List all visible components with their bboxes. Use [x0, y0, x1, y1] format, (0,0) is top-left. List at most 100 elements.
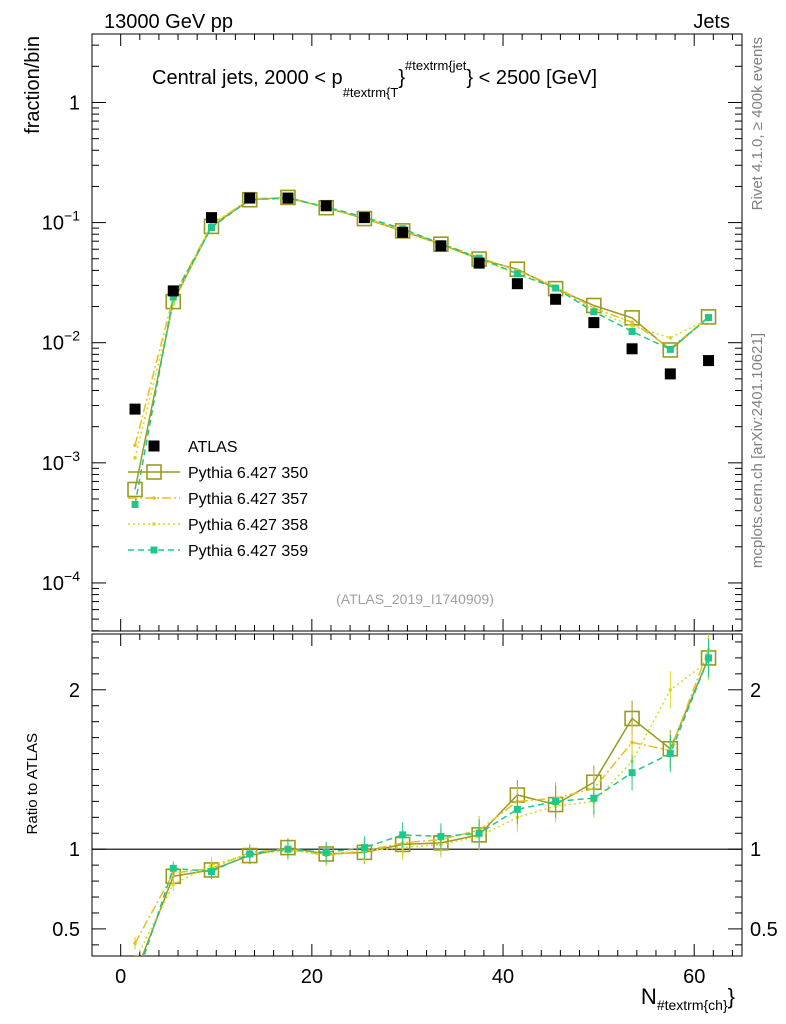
ratio-point-pythia-6-427-359 — [666, 750, 674, 758]
top-y-axis-label: fraction/bin — [22, 36, 44, 134]
title-main: Central jets, 2000 < p — [152, 67, 343, 89]
top-plot-frame — [91, 33, 743, 632]
top-y-tick-label: 10−3 — [42, 448, 80, 475]
point-pythia-6-427-358 — [630, 324, 634, 328]
ratio-line-pythia-6-427-359 — [143, 657, 710, 956]
legend-marker-pythia-6-427-358 — [152, 522, 156, 526]
x-axis-label: N#textrm{ch}} — [641, 984, 735, 1013]
x-axis-label-sub: #textrm{ch} — [657, 997, 728, 1013]
process-label: Jets — [693, 11, 730, 33]
mcplots-reference-label: mcplots.cern.ch [arXiv:2401.10621] — [749, 333, 766, 568]
title-superscript: #textrm{jet — [405, 58, 467, 73]
ratio-point-pythia-6-427-359 — [360, 844, 368, 852]
ratio-point-pythia-6-427-359 — [399, 831, 407, 839]
energy-label: 13000 GeV pp — [104, 11, 233, 33]
point-pythia-6-427-357 — [630, 320, 634, 325]
series-line-pythia-6-427-359 — [134, 197, 710, 505]
legend-label-pythia-6-427-350: Pythia 6.427 350 — [188, 465, 308, 482]
legend-marker-atlas — [148, 440, 160, 452]
top-y-tick-label: 10−2 — [42, 328, 80, 355]
point-atlas — [703, 355, 715, 367]
top-y-tick-label: 10−4 — [42, 568, 80, 595]
legend-marker-pythia-6-427-357 — [152, 496, 156, 500]
point-pythia-6-427-359 — [552, 284, 560, 292]
legend-label-atlas: ATLAS — [188, 439, 238, 456]
ratio-point-pythia-6-427-358 — [400, 845, 405, 850]
ratio-point-pythia-6-427-359 — [590, 794, 598, 802]
x-axis-label-main: N — [641, 984, 657, 1009]
point-pythia-6-427-359 — [666, 345, 674, 353]
point-atlas — [320, 200, 332, 212]
ratio-y-tick-label-right: 0.5 — [750, 919, 778, 941]
point-pythia-6-427-359 — [590, 308, 598, 316]
point-atlas — [664, 368, 676, 380]
point-atlas — [435, 240, 447, 252]
tick-exponent: −4 — [64, 568, 80, 584]
title-subscript: #textrm{T — [343, 85, 399, 100]
point-atlas — [358, 212, 370, 224]
ratio-point-pythia-6-427-359 — [552, 797, 560, 805]
title-bracket: } — [398, 67, 405, 89]
x-tick-label: 40 — [492, 966, 514, 988]
tick-exponent: −1 — [64, 208, 80, 224]
ratio-point-pythia-6-427-359 — [628, 769, 636, 777]
tick-base: 10 — [42, 573, 64, 595]
ratio-line-pythia-6-427-358 — [136, 660, 709, 956]
ratio-point-pythia-6-427-359 — [513, 805, 521, 813]
ratio-point-pythia-6-427-359 — [169, 864, 177, 872]
top-y-tick-label: 10−1 — [42, 208, 80, 235]
legend-label-pythia-6-427-357: Pythia 6.427 357 — [188, 491, 308, 508]
tick-base: 10 — [42, 333, 64, 355]
x-axis-label-close: } — [728, 984, 735, 1009]
ratio-point-pythia-6-427-358 — [171, 882, 176, 887]
x-tick-label: 0 — [115, 966, 126, 988]
point-atlas — [473, 257, 485, 269]
rivet-version-label: Rivet 4.1.0, ≥ 400k events — [749, 37, 766, 210]
point-atlas — [550, 293, 562, 305]
point-atlas — [397, 226, 409, 238]
series-line-pythia-6-427-358 — [134, 197, 709, 459]
ratio-point-pythia-6-427-359 — [705, 654, 713, 662]
point-atlas — [626, 343, 638, 355]
point-pythia-6-427-358 — [133, 456, 137, 460]
ratio-point-pythia-6-427-357 — [630, 740, 634, 745]
point-pythia-6-427-359 — [705, 314, 713, 322]
ratio-point-pythia-6-427-359 — [207, 868, 215, 876]
point-atlas — [129, 403, 141, 415]
legend-label-pythia-6-427-358: Pythia 6.427 358 — [188, 517, 308, 534]
tick-base: 1 — [69, 92, 80, 114]
ratio-point-pythia-6-427-359 — [322, 848, 330, 856]
point-pythia-6-427-359 — [628, 327, 636, 335]
legend-marker-pythia-6-427-359 — [150, 546, 158, 554]
ratio-point-pythia-6-427-350 — [128, 968, 142, 982]
series-line-pythia-6-427-357 — [134, 196, 710, 446]
title-tail: } < 2500 [GeV] — [466, 67, 597, 89]
x-tick-label: 20 — [301, 966, 323, 988]
ratio-point-pythia-6-427-358 — [133, 959, 137, 963]
point-pythia-6-427-357 — [133, 443, 137, 448]
point-pythia-6-427-359 — [513, 270, 521, 278]
ratio-point-pythia-6-427-359 — [246, 850, 254, 858]
x-tick-label: 60 — [683, 966, 705, 988]
ratio-y-tick-label: 1 — [69, 839, 80, 861]
ratio-point-pythia-6-427-358 — [668, 687, 673, 692]
ratio-plot-frame — [91, 633, 743, 957]
point-pythia-6-427-359 — [207, 224, 215, 232]
tick-base: 10 — [42, 453, 64, 475]
ratio-y-tick-label: 0.5 — [52, 919, 80, 941]
ratio-point-pythia-6-427-359 — [284, 845, 292, 853]
tick-exponent: −3 — [64, 448, 80, 464]
tick-exponent: −2 — [64, 328, 80, 344]
plot-title: Central jets, 2000 < p#textrm{T}#textrm{… — [152, 58, 597, 100]
point-pythia-6-427-359 — [131, 500, 139, 508]
point-atlas — [205, 212, 217, 224]
point-atlas — [244, 192, 256, 204]
point-atlas — [282, 192, 294, 204]
point-pythia-6-427-350 — [662, 342, 679, 358]
ratio-point-pythia-6-427-359 — [475, 829, 483, 837]
ratio-y-tick-label: 2 — [69, 680, 80, 702]
ratio-y-tick-label-right: 1 — [750, 839, 761, 861]
top-y-tick-label: 1 — [69, 92, 80, 114]
legend-marker-pythia-6-427-350 — [146, 464, 162, 480]
